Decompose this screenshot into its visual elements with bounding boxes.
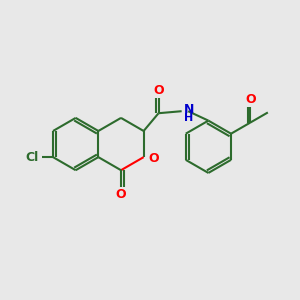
Text: O: O (245, 93, 256, 106)
Text: O: O (116, 188, 126, 201)
Text: Cl: Cl (26, 151, 39, 164)
Text: H: H (184, 113, 193, 123)
Text: O: O (149, 152, 159, 165)
Text: O: O (153, 84, 164, 97)
Text: N: N (184, 103, 194, 116)
